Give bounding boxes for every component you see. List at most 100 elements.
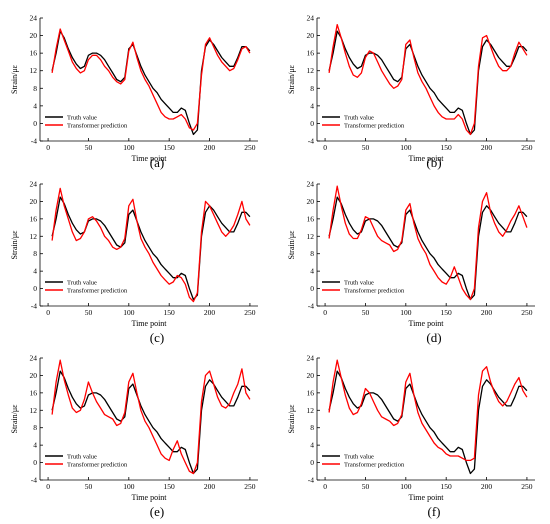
x-tick-label: 50 — [85, 482, 93, 491]
y-tick-label: -4 — [308, 302, 314, 311]
y-tick-label: 12 — [30, 406, 38, 415]
x-tick-label: 200 — [481, 308, 493, 317]
y-tick-label: -4 — [31, 476, 37, 485]
legend-label: Transformer prediction — [344, 122, 405, 129]
x-tick-label: 200 — [204, 143, 216, 152]
x-tick-label: 50 — [362, 143, 370, 152]
x-tick-label: 0 — [323, 482, 327, 491]
legend-label: Truth value — [344, 279, 374, 286]
transformer-prediction-line — [51, 28, 251, 131]
y-tick-label: 12 — [30, 232, 38, 241]
transformer-prediction-line — [51, 187, 251, 303]
x-tick-label: 100 — [123, 482, 135, 491]
chart-panel: -4 0 4 8 12 16 20 24 0 50 100 150 200 250 Time point St… — [287, 354, 535, 519]
y-tick-label: 8 — [310, 84, 314, 93]
x-tick-label: 250 — [521, 482, 533, 491]
x-tick-label: 100 — [400, 482, 412, 491]
x-tick-label: 250 — [244, 482, 256, 491]
y-tick-label: 20 — [307, 371, 315, 380]
x-axis-title: Time point — [131, 319, 167, 328]
y-tick-label: 4 — [33, 441, 37, 450]
y-tick-label: 0 — [310, 119, 314, 128]
x-tick-label: 250 — [521, 308, 533, 317]
y-tick-label: 24 — [307, 14, 315, 23]
x-tick-label: 200 — [204, 482, 216, 491]
y-axis-title: Strain/με — [287, 230, 296, 260]
y-tick-label: 24 — [307, 354, 315, 363]
y-tick-label: -4 — [31, 137, 37, 146]
legend-label: Transformer prediction — [344, 461, 405, 468]
transformer-prediction-line — [328, 185, 528, 301]
legend-label: Truth value — [67, 114, 97, 121]
chart-panel: -4 0 4 8 12 16 20 24 0 50 100 150 200 250 Time point St… — [10, 354, 258, 519]
y-tick-label: -4 — [308, 137, 314, 146]
x-tick-label: 50 — [362, 308, 370, 317]
y-tick-label: 24 — [30, 14, 38, 23]
x-tick-label: 0 — [323, 143, 327, 152]
chart-panel: -4 0 4 8 12 16 20 24 0 50 100 150 200 250 Time point St… — [287, 14, 535, 170]
y-tick-label: 8 — [310, 249, 314, 258]
y-axis-title: Strain/με — [287, 404, 296, 434]
chart-panel: -4 0 4 8 12 16 20 24 0 50 100 150 200 250 Time point St… — [10, 180, 258, 345]
y-tick-label: 20 — [307, 197, 315, 206]
y-tick-label: 0 — [310, 458, 314, 467]
x-tick-label: 150 — [164, 308, 176, 317]
x-tick-label: 50 — [362, 482, 370, 491]
x-tick-label: 200 — [481, 143, 493, 152]
y-tick-label: 20 — [30, 197, 38, 206]
legend-label: Transformer prediction — [67, 461, 128, 468]
x-tick-label: 150 — [164, 482, 176, 491]
chart-panel: -4 0 4 8 12 16 20 24 0 50 100 150 200 250 Time point St… — [10, 14, 258, 170]
truth-value-line — [328, 30, 528, 136]
y-tick-label: 20 — [307, 31, 315, 40]
x-tick-label: 100 — [400, 143, 412, 152]
y-tick-label: 12 — [307, 232, 315, 241]
y-tick-label: 24 — [307, 180, 315, 189]
panel-caption: (c) — [150, 330, 164, 345]
y-tick-label: 24 — [30, 354, 38, 363]
y-tick-label: 16 — [307, 49, 315, 58]
y-tick-label: 12 — [30, 66, 38, 75]
panel-caption: (f) — [428, 504, 441, 519]
legend-label: Truth value — [344, 453, 374, 460]
y-axis-title: Strain/με — [10, 64, 19, 94]
x-tick-label: 150 — [441, 482, 453, 491]
x-tick-label: 0 — [46, 482, 50, 491]
y-tick-label: 0 — [33, 458, 37, 467]
x-axis-title: Time point — [408, 319, 444, 328]
panel-caption: (d) — [426, 330, 441, 345]
x-tick-label: 0 — [323, 308, 327, 317]
panel-caption: (e) — [150, 504, 164, 519]
y-axis-title: Strain/με — [10, 404, 19, 434]
y-tick-label: 4 — [310, 267, 314, 276]
x-tick-label: 0 — [46, 143, 50, 152]
x-tick-label: 250 — [244, 308, 256, 317]
x-tick-label: 50 — [85, 143, 93, 152]
y-tick-label: 24 — [30, 180, 38, 189]
x-tick-label: 0 — [46, 308, 50, 317]
y-tick-label: 16 — [307, 388, 315, 397]
x-tick-label: 250 — [244, 143, 256, 152]
y-tick-label: 8 — [310, 423, 314, 432]
x-tick-label: 200 — [481, 482, 493, 491]
x-tick-label: 100 — [400, 308, 412, 317]
chart-panel: -4 0 4 8 12 16 20 24 0 50 100 150 200 250 Time point St… — [287, 180, 535, 345]
y-tick-label: -4 — [31, 302, 37, 311]
y-tick-label: 0 — [33, 284, 37, 293]
transformer-prediction-line — [51, 359, 251, 475]
x-tick-label: 150 — [441, 308, 453, 317]
x-axis-title: Time point — [408, 493, 444, 502]
x-tick-label: 100 — [123, 308, 135, 317]
y-tick-label: 20 — [30, 31, 38, 40]
y-tick-label: 4 — [310, 101, 314, 110]
transformer-prediction-line — [328, 359, 528, 462]
legend-label: Truth value — [67, 279, 97, 286]
transformer-prediction-line — [328, 23, 528, 136]
legend-label: Transformer prediction — [67, 287, 128, 294]
legend-label: Transformer prediction — [344, 287, 405, 294]
